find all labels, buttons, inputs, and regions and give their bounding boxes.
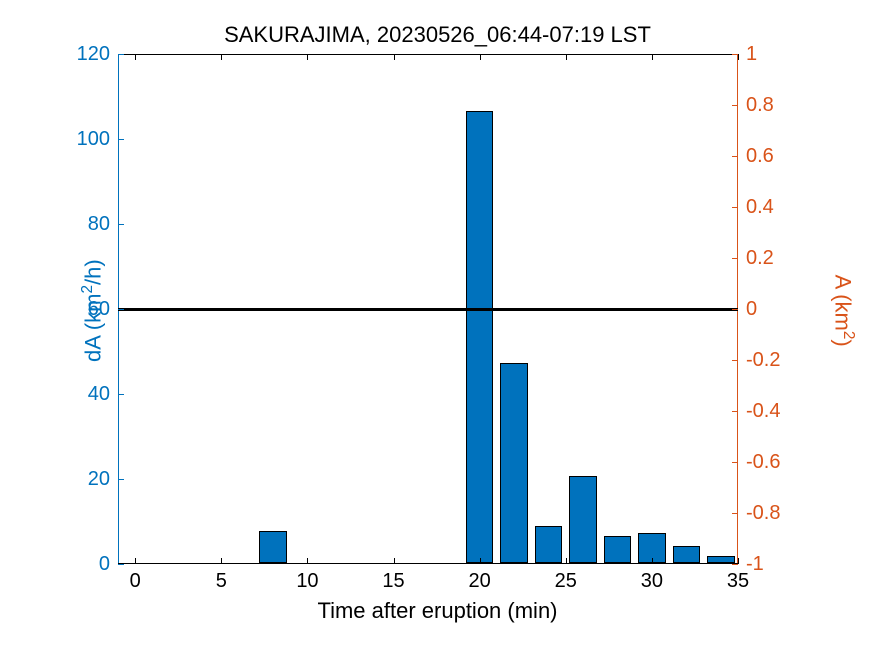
bar <box>535 526 563 563</box>
tick-mark <box>135 54 136 60</box>
tick-mark <box>652 558 653 564</box>
tick-mark <box>118 479 124 480</box>
tick-label: 0 <box>115 570 155 593</box>
tick-label: 10 <box>287 570 327 593</box>
tick-label: 0 <box>746 298 806 321</box>
chart-title: SAKURAJIMA, 20230526_06:44-07:19 LST <box>0 22 875 48</box>
tick-mark <box>307 54 308 60</box>
tick-mark <box>480 558 481 564</box>
tick-label: 15 <box>374 570 414 593</box>
bar <box>466 111 494 563</box>
bar <box>259 531 287 563</box>
tick-mark <box>118 394 124 395</box>
tick-label: -0.2 <box>746 349 806 372</box>
tick-mark <box>566 54 567 60</box>
tick-mark <box>566 558 567 564</box>
x-axis-label-text: Time after eruption (min) <box>317 598 557 623</box>
tick-mark <box>732 54 738 55</box>
bar <box>707 556 735 563</box>
tick-label: 25 <box>546 570 586 593</box>
tick-mark <box>394 54 395 60</box>
tick-label: -0.6 <box>746 451 806 474</box>
chart-container: SAKURAJIMA, 20230526_06:44-07:19 LST 0 5 1… <box>0 0 875 656</box>
tick-mark <box>118 309 124 310</box>
tick-mark <box>221 558 222 564</box>
title-text: SAKURAJIMA, 20230526_06:44-07:19 LST <box>224 22 651 47</box>
tick-mark <box>732 564 738 565</box>
y2-axis-label-text: A (km2) <box>830 275 855 347</box>
tick-mark <box>118 54 124 55</box>
tick-mark <box>732 411 738 412</box>
top-spine <box>118 54 738 55</box>
y1-axis-label-text: dA (km2/h) <box>81 259 106 362</box>
tick-mark <box>307 558 308 564</box>
tick-label: 0.4 <box>746 196 806 219</box>
tick-label: -0.4 <box>746 400 806 423</box>
zero-line <box>118 308 738 311</box>
tick-mark <box>732 105 738 106</box>
tick-label: -0.8 <box>746 502 806 525</box>
tick-mark <box>732 156 738 157</box>
tick-mark <box>480 54 481 60</box>
tick-mark <box>732 207 738 208</box>
tick-label: 20 <box>62 468 110 491</box>
bar <box>500 363 528 563</box>
x-axis-label: Time after eruption (min) <box>0 598 875 624</box>
bar <box>569 476 597 563</box>
tick-mark <box>732 258 738 259</box>
tick-mark <box>118 139 124 140</box>
tick-label: 0.2 <box>746 247 806 270</box>
tick-mark <box>738 54 739 60</box>
tick-label: 120 <box>62 43 110 66</box>
tick-mark <box>118 564 124 565</box>
tick-label: 1 <box>746 43 806 66</box>
tick-label: 0.6 <box>746 145 806 168</box>
tick-label: 80 <box>62 213 110 236</box>
tick-label: 0.8 <box>746 94 806 117</box>
tick-mark <box>738 558 739 564</box>
tick-mark <box>732 309 738 310</box>
tick-label: 0 <box>62 553 110 576</box>
tick-mark <box>221 54 222 60</box>
tick-label: -1 <box>746 553 806 576</box>
tick-mark <box>394 558 395 564</box>
tick-mark <box>732 360 738 361</box>
tick-mark <box>732 462 738 463</box>
y2-axis-label: A (km2) <box>829 251 856 371</box>
y1-axis-label: dA (km2/h) <box>79 241 106 381</box>
tick-label: 40 <box>62 383 110 406</box>
tick-label: 20 <box>460 570 500 593</box>
tick-label: 30 <box>632 570 672 593</box>
tick-label: 100 <box>62 128 110 151</box>
tick-label: 5 <box>201 570 241 593</box>
bar <box>604 536 632 563</box>
tick-mark <box>135 558 136 564</box>
bar <box>673 546 701 563</box>
tick-mark <box>732 513 738 514</box>
tick-mark <box>118 224 124 225</box>
bottom-spine <box>118 563 738 564</box>
tick-mark <box>652 54 653 60</box>
